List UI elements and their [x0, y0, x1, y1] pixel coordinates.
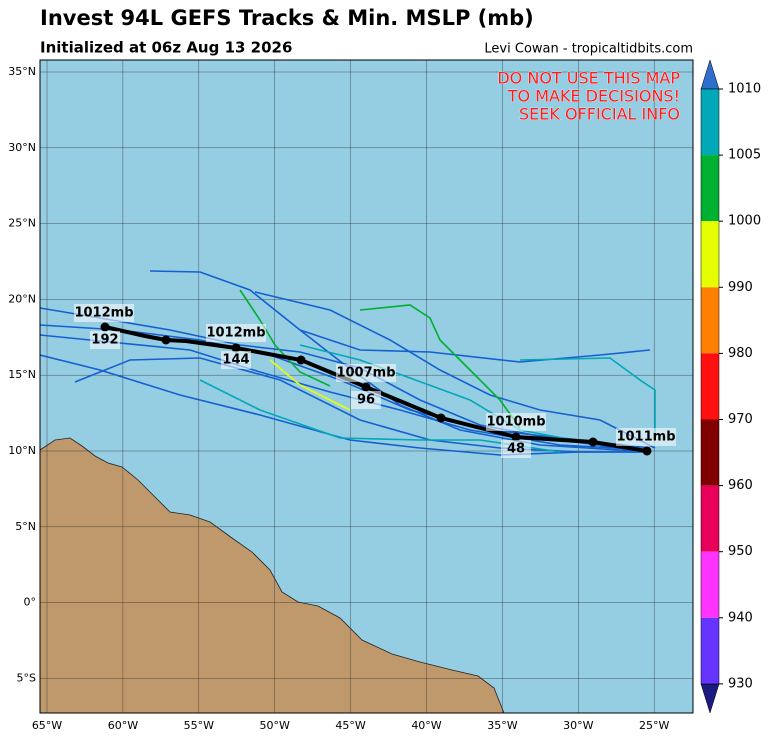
- pressure-label: 1012mb: [74, 306, 133, 321]
- ensemble-track: [199, 379, 561, 453]
- map-frame: [39, 59, 694, 714]
- lat-label: 10°N: [8, 444, 36, 457]
- lon-label: 40°W: [411, 719, 441, 732]
- track-point: [100, 322, 110, 332]
- pressure-label: 1007mb: [336, 366, 395, 381]
- lon-label: 55°W: [184, 719, 214, 732]
- label-box: [90, 331, 120, 349]
- colorbar-segment: [701, 155, 719, 222]
- label-box: [336, 364, 396, 382]
- pressure-label: 1011mb: [616, 430, 675, 445]
- warning-text: TO MAKE DECISIONS!: [507, 87, 680, 106]
- colorbar-cap: [700, 683, 720, 714]
- track-point: [642, 446, 652, 456]
- label-box: [206, 324, 266, 342]
- colorbar-segment: [701, 221, 719, 288]
- label-box: [616, 428, 676, 446]
- label-box: [74, 304, 134, 322]
- colorbar-cap: [700, 59, 720, 90]
- track-point: [436, 413, 446, 423]
- lat-label: 25°N: [8, 217, 36, 230]
- ensemble-track: [254, 291, 656, 449]
- ensemble-track: [40, 307, 651, 453]
- land: [40, 437, 505, 713]
- label-box: [221, 351, 251, 369]
- label-box: [501, 440, 531, 458]
- pressure-label: 1012mb: [206, 326, 265, 341]
- colorbar-label: 980: [728, 346, 753, 361]
- track-point: [511, 432, 521, 442]
- lon-label: 65°W: [32, 719, 62, 732]
- hour-label: 144: [222, 353, 249, 368]
- lat-label: 30°N: [8, 141, 36, 154]
- ensemble-tracks: [40, 270, 656, 456]
- lon-label: 45°W: [335, 719, 365, 732]
- label-box: [351, 391, 381, 409]
- ensemble-track: [299, 344, 601, 446]
- colorbar-frame: [700, 88, 720, 685]
- ensemble-track: [299, 329, 651, 363]
- ensemble-track: [359, 304, 521, 429]
- lon-label: 35°W: [487, 719, 517, 732]
- ensemble-track: [269, 359, 351, 411]
- lon-label: 60°W: [108, 719, 138, 732]
- track-point: [161, 335, 171, 345]
- ensemble-track: [40, 354, 650, 456]
- colorbar-label: 990: [728, 280, 753, 295]
- colorbar-label: 940: [728, 610, 753, 625]
- colorbar-segment: [701, 89, 719, 156]
- colorbar: 1010 1005 1000 990 980 970 960 950 940 930: [700, 59, 761, 714]
- colorbar-segment: [701, 551, 719, 618]
- grid: [40, 60, 693, 713]
- lat-label: 5°S: [17, 671, 36, 684]
- warning-text: DO NOT USE THIS MAP: [497, 69, 680, 88]
- track-point: [361, 382, 371, 392]
- colorbar-segment: [701, 353, 719, 420]
- colorbar-label: 970: [728, 412, 753, 427]
- ensemble-track: [519, 357, 656, 440]
- colorbar-label: 960: [728, 478, 753, 493]
- colorbar-segment: [701, 419, 719, 486]
- hour-label: 192: [91, 333, 118, 348]
- lat-label: 5°N: [15, 520, 36, 533]
- track-point: [296, 355, 306, 365]
- lat-label: 20°N: [8, 292, 36, 305]
- colorbar-segment: [701, 287, 719, 354]
- lon-label: 30°W: [563, 719, 593, 732]
- warning-text: SEEK OFFICIAL INFO: [519, 105, 680, 124]
- map: [40, 60, 693, 713]
- ensemble-track: [239, 289, 331, 387]
- colorbar-segment: [701, 617, 719, 684]
- lat-label: 15°N: [8, 368, 36, 381]
- lat-label: 0°: [24, 596, 37, 609]
- track-point: [231, 343, 241, 353]
- lat-label: 35°N: [8, 65, 36, 78]
- colorbar-label: 1005: [728, 148, 761, 163]
- pressure-label: 1010mb: [486, 415, 545, 430]
- colorbar-segment: [701, 485, 719, 552]
- title: Invest 94L GEFS Tracks & Min. MSLP (mb): [40, 6, 534, 30]
- hour-label: 48: [507, 442, 525, 457]
- lon-label: 25°W: [639, 719, 669, 732]
- hour-label: 96: [357, 393, 375, 408]
- colorbar-label: 930: [728, 676, 753, 691]
- colorbar-label: 1010: [728, 82, 761, 97]
- colorbar-label: 1000: [728, 214, 761, 229]
- lon-label: 50°W: [260, 719, 290, 732]
- colorbar-label: 950: [728, 544, 753, 559]
- subtitle: Initialized at 06z Aug 13 2026: [40, 39, 292, 57]
- track-point: [588, 437, 598, 447]
- credit: Levi Cowan - tropicaltidbits.com: [484, 42, 693, 57]
- label-box: [486, 413, 546, 431]
